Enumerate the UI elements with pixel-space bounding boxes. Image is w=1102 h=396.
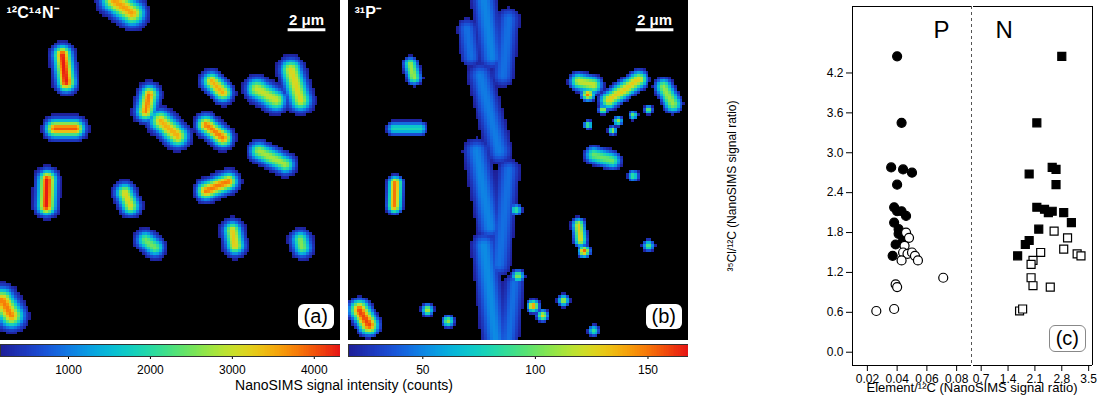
svg-text:3.5: 3.5 (1080, 372, 1097, 386)
svg-text:1.2: 1.2 (827, 265, 844, 279)
svg-text:2000: 2000 (137, 363, 164, 377)
svg-text:P: P (933, 16, 949, 43)
svg-text:1.8: 1.8 (827, 225, 844, 239)
svg-text:³¹P⁻: ³¹P⁻ (355, 4, 382, 21)
svg-text:N: N (996, 16, 1013, 43)
svg-text:50: 50 (416, 363, 430, 377)
svg-text:¹²C¹⁴N⁻: ¹²C¹⁴N⁻ (7, 4, 60, 21)
svg-text:4.2: 4.2 (827, 66, 844, 80)
svg-text:2.4: 2.4 (827, 185, 844, 199)
svg-text:3.6: 3.6 (827, 106, 844, 120)
svg-text:2 μm: 2 μm (637, 11, 672, 28)
svg-text:3000: 3000 (219, 363, 246, 377)
svg-text:1000: 1000 (55, 363, 82, 377)
svg-text:2 μm: 2 μm (289, 11, 324, 28)
svg-text:0.0: 0.0 (827, 345, 844, 359)
svg-text:0.6: 0.6 (827, 305, 844, 319)
svg-text:150: 150 (638, 363, 658, 377)
svg-text:4000: 4000 (301, 363, 328, 377)
svg-text:³⁵Cl/¹²C (NanoSIMS signal rati: ³⁵Cl/¹²C (NanoSIMS signal ratio) (725, 100, 739, 271)
svg-text:3.0: 3.0 (827, 146, 844, 160)
svg-text:100: 100 (525, 363, 545, 377)
